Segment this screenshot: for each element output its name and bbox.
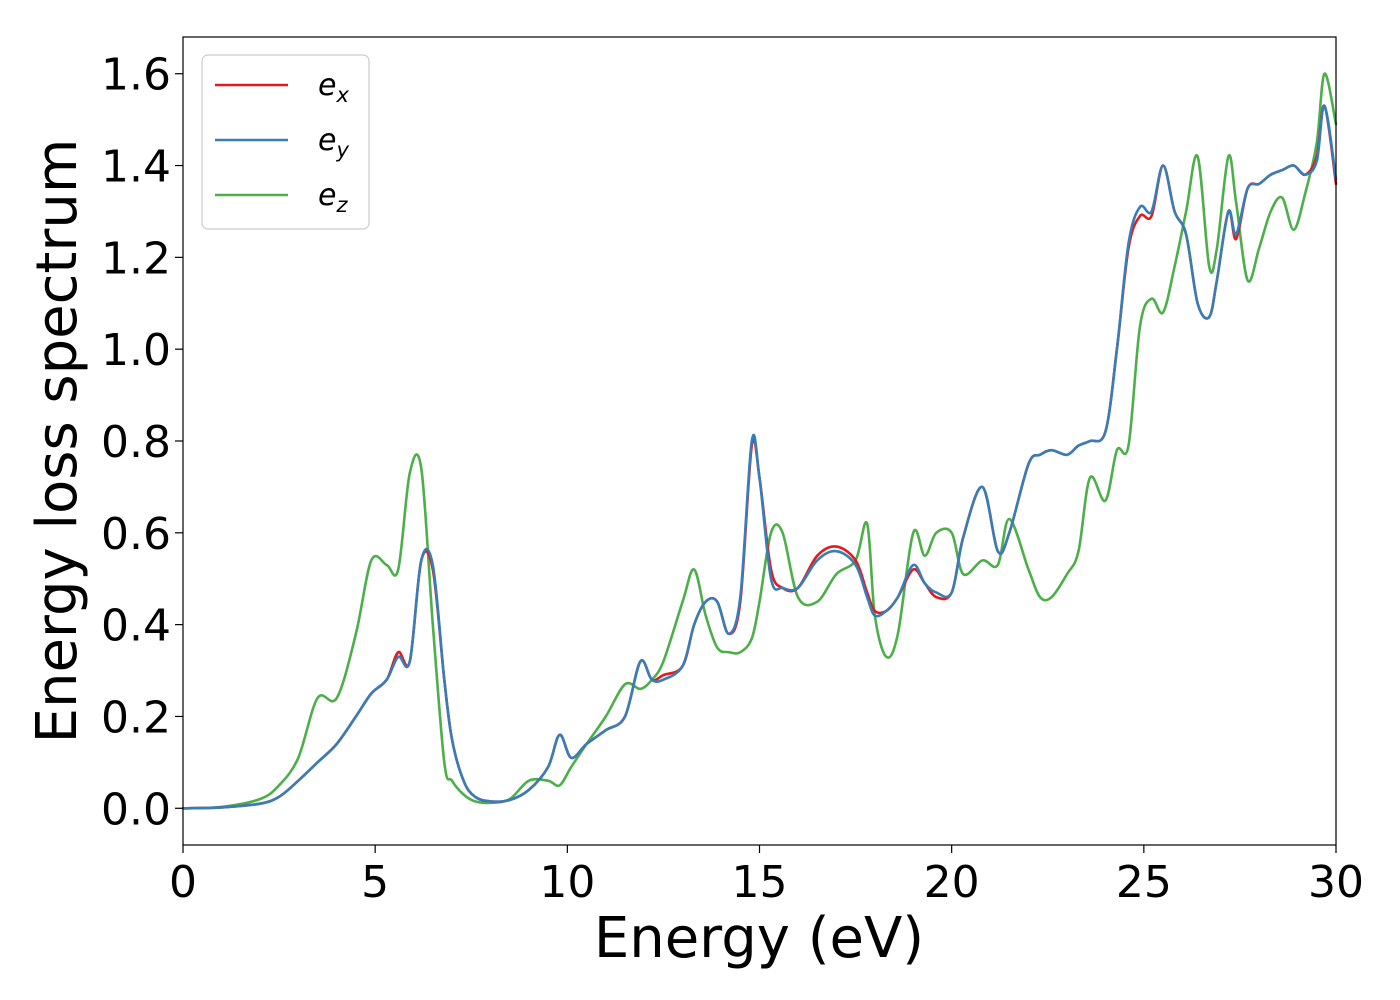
y-tick-label: 0.2: [101, 692, 171, 743]
legend-box: [201, 54, 370, 230]
y-axis: 0.0 0.2 0.4 0.6 0.8 1.0 1.2 1.4 1.6: [101, 50, 183, 835]
y-tick-label: 0.8: [101, 417, 171, 468]
y-tick-label: 0.4: [101, 601, 171, 652]
series-z-line: [181, 72, 1338, 810]
y-tick-label: 0.0: [101, 784, 171, 835]
x-tick-label: 5: [361, 857, 389, 908]
x-tick-label: 25: [1116, 857, 1172, 908]
y-tick-label: 1.6: [101, 50, 171, 101]
series-layer: [181, 72, 1338, 810]
x-tick-label: 30: [1308, 857, 1364, 908]
plot-background: [183, 37, 1336, 845]
x-axis-title: Energy (eV): [594, 906, 924, 971]
y-tick-label: 1.0: [101, 325, 171, 376]
x-tick-label: 0: [169, 857, 197, 908]
y-axis-title: Energy loss spectrum: [25, 139, 90, 744]
legend-label-y: ey: [318, 123, 349, 162]
y-tick-label: 1.2: [101, 233, 171, 284]
y-tick-label: 1.4: [101, 142, 171, 193]
y-tick-label: 0.6: [101, 509, 171, 560]
x-tick-label: 20: [924, 857, 980, 908]
x-tick-label: 15: [732, 857, 788, 908]
x-axis: 0 5 10 15 20 25 30: [169, 845, 1364, 908]
series-y-line: [181, 104, 1338, 810]
x-tick-label: 10: [539, 857, 595, 908]
